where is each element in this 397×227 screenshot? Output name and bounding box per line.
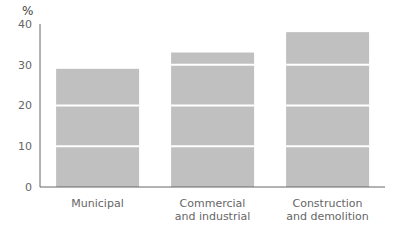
svg-text:Commercialand industrial: Commercialand industrial — [175, 197, 251, 223]
svg-text:10: 10 — [18, 140, 32, 153]
svg-text:40: 40 — [18, 18, 32, 31]
svg-text:20: 20 — [18, 99, 32, 112]
svg-text:0: 0 — [25, 181, 32, 194]
svg-text:Municipal: Municipal — [71, 197, 123, 210]
svg-text:30: 30 — [18, 59, 32, 72]
svg-text:Constructionand demolition: Constructionand demolition — [286, 197, 369, 223]
